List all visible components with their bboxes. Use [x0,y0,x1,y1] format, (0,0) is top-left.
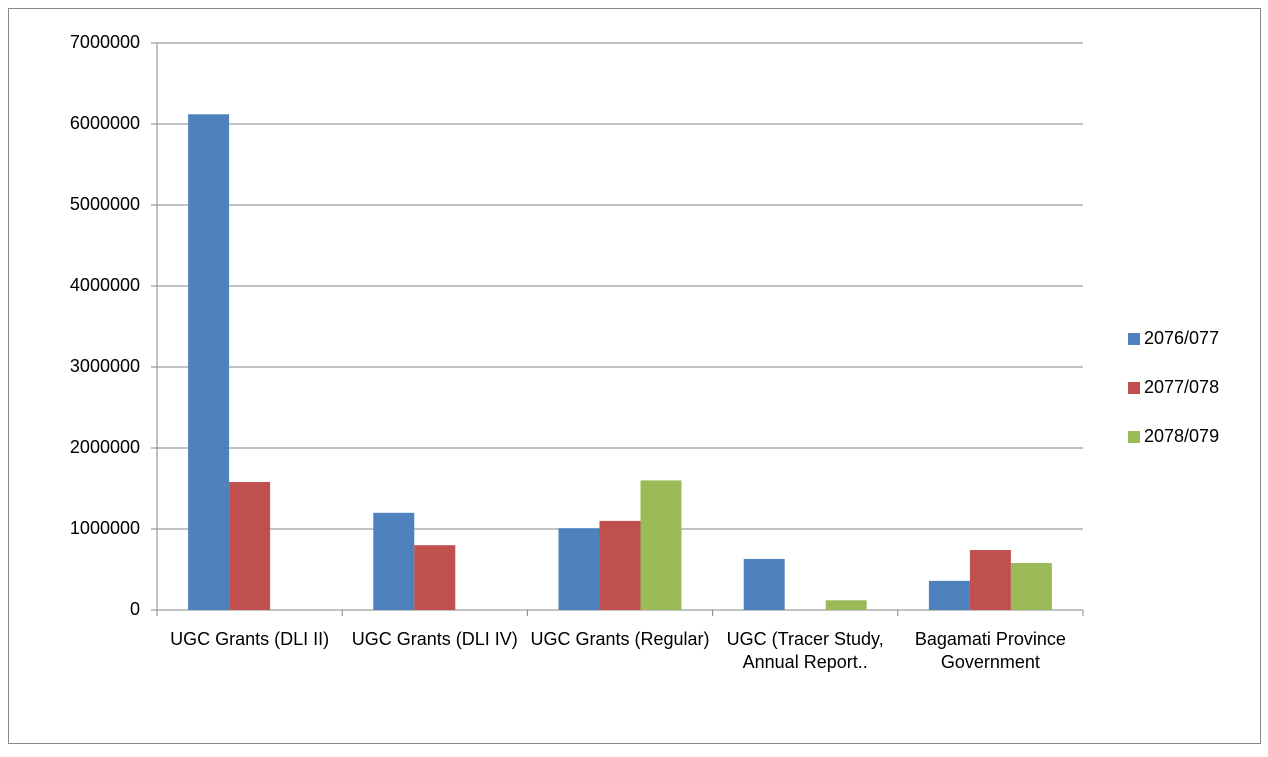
y-tick-label: 2000000 [70,437,140,457]
y-tick-label: 6000000 [70,113,140,133]
bar [1010,563,1052,610]
y-tick-label: 4000000 [70,275,140,295]
bar [743,558,785,610]
x-tick-label-box: UGC Grants (DLI IV) [351,629,518,649]
bar [229,482,271,610]
x-tick-label: UGC (Tracer Study, Annual Report.. [726,629,884,672]
legend-swatch [1128,333,1140,345]
bar [969,550,1011,610]
x-tick-label: UGC Grants (Regular) [530,629,710,649]
bar [414,545,456,610]
y-tick-label: 7000000 [70,32,140,52]
bar [599,520,641,610]
bar [373,512,415,610]
x-tick-label-box: UGC Grants (DLI II) [170,629,330,649]
legend-swatch [1128,382,1140,394]
x-tick-label-box: UGC (Tracer Study, Annual Report.. [726,629,884,672]
legend-label: 2078/079 [1144,426,1219,446]
y-tick-label: 1000000 [70,518,140,538]
legend-label: 2076/077 [1144,328,1219,348]
bar [558,528,600,610]
bar [825,600,867,610]
bar [928,580,970,610]
x-tick-label: UGC Grants (DLI IV) [351,629,518,649]
bar [188,114,230,610]
y-tick-label: 5000000 [70,194,140,214]
y-tick-label: 3000000 [70,356,140,376]
legend-swatch [1128,431,1140,443]
bar [640,480,682,610]
legend-label: 2077/078 [1144,377,1219,397]
x-tick-label-box: Bagamati Province Government [914,629,1066,672]
y-tick-label: 0 [130,599,140,619]
x-tick-label-box: UGC Grants (Regular) [530,629,710,649]
x-tick-label: Bagamati Province Government [914,629,1066,672]
x-tick-label: UGC Grants (DLI II) [170,629,330,649]
